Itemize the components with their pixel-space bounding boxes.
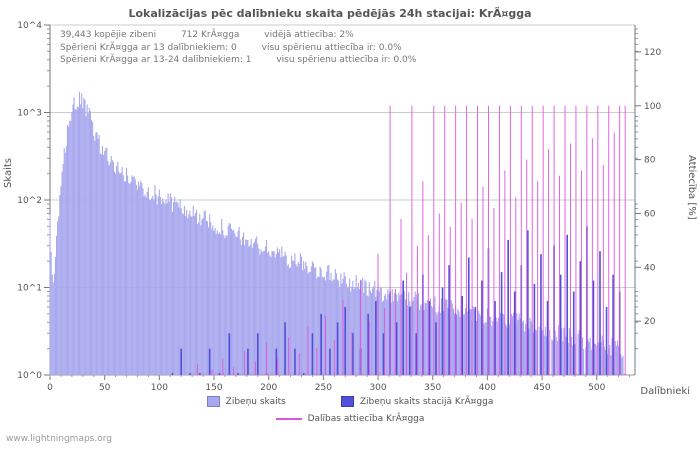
svg-text:60: 60	[644, 209, 656, 219]
svg-text:500: 500	[588, 383, 605, 393]
legend-label-ratio: Dalības attiecība KrÃ¤gga	[307, 414, 425, 424]
svg-text:150: 150	[205, 383, 222, 393]
x-axis-label: Dalībnieki	[640, 386, 690, 397]
stat-ratio-13: visu spērienu attiecība ir: 0.0%	[261, 42, 402, 53]
stat-ratio-13-24: visu spērienu attiecība ir: 0.0%	[276, 55, 417, 65]
svg-text:100: 100	[151, 383, 168, 393]
legend-row-2: Dalības attiecība KrÃ¤gga	[0, 414, 700, 424]
legend-label-station: Zibeņu skaits stacijā KrÃ¤gga	[359, 396, 494, 407]
watermark: www.lightningmaps.org	[6, 434, 112, 444]
svg-text:250: 250	[315, 383, 332, 393]
svg-text:0: 0	[47, 383, 53, 393]
svg-text:80: 80	[644, 156, 656, 166]
chart-title: Lokalizācijas pēc dalībnieku skaita pēdē…	[128, 7, 532, 20]
legend-line-sample-icon	[275, 418, 302, 420]
legend-item-ratio: Dalības attiecība KrÃ¤gga	[275, 414, 425, 424]
svg-text:200: 200	[260, 383, 277, 393]
legend-label-total: Zibeņu skaits	[225, 396, 286, 407]
stat-strikes-13: Spērieni KrÃ¤gga ar 13 dalībniekiem: 0	[60, 42, 237, 53]
svg-text:10^1: 10^1	[17, 284, 42, 294]
svg-text:10^2: 10^2	[17, 196, 42, 206]
stat-average-ratio: vidējā attiecība: 2%	[264, 30, 354, 40]
annotation-line-2: Spērieni KrÃ¤gga ar 13 dalībniekiem: 0 v…	[60, 42, 438, 55]
svg-text:20: 20	[644, 317, 656, 327]
stat-total-strikes: 39,443 kopējie zibeni	[60, 30, 157, 40]
left-axis-label: Skaits	[3, 158, 14, 188]
legend-swatch-total	[206, 396, 220, 407]
svg-text:450: 450	[533, 383, 550, 393]
chart-annotations: 39,443 kopējie zibeni 712 KrÃ¤gga vidējā…	[60, 29, 438, 67]
svg-text:10^4: 10^4	[17, 21, 42, 31]
svg-text:10^3: 10^3	[17, 109, 42, 119]
legend-swatch-station	[340, 396, 354, 407]
legend: Zibeņu skaits Zibeņu skaits stacijā KrÃ¤…	[0, 396, 700, 431]
svg-text:400: 400	[479, 383, 496, 393]
legend-row-1: Zibeņu skaits Zibeņu skaits stacijā KrÃ¤…	[0, 396, 700, 407]
svg-text:50: 50	[99, 383, 111, 393]
svg-text:120: 120	[644, 48, 661, 58]
svg-text:40: 40	[644, 263, 656, 273]
annotation-line-1: 39,443 kopējie zibeni 712 KrÃ¤gga vidējā…	[60, 29, 438, 42]
annotation-line-3: Spērieni KrÃ¤gga ar 13-24 dalībniekiem: …	[60, 54, 438, 67]
svg-text:300: 300	[369, 383, 386, 393]
svg-text:10^0: 10^0	[17, 371, 42, 381]
svg-text:350: 350	[424, 383, 441, 393]
stat-station-strikes: 712 KrÃ¤gga	[180, 30, 240, 40]
svg-text:100: 100	[644, 102, 661, 112]
legend-item-total: Zibeņu skaits	[206, 396, 286, 407]
legend-item-station: Zibeņu skaits stacijā KrÃ¤gga	[340, 396, 494, 407]
stat-strikes-13-24: Spērieni KrÃ¤gga ar 13-24 dalībniekiem: …	[60, 55, 252, 65]
right-axis-label: Attiecība [%]	[686, 155, 697, 220]
